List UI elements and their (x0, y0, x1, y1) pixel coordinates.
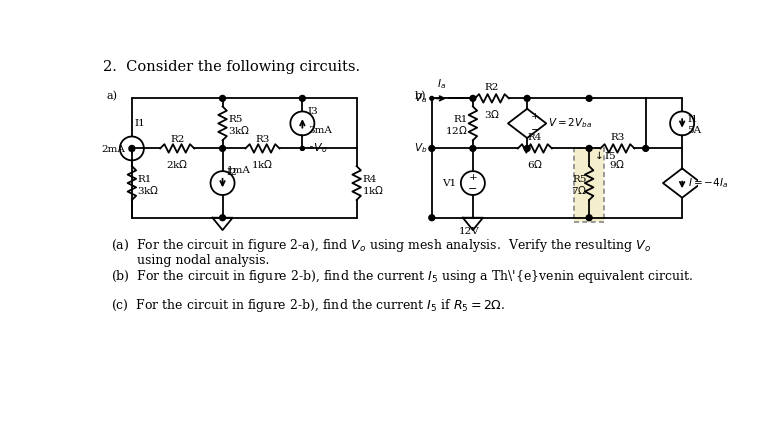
Text: +: + (531, 112, 540, 121)
Circle shape (524, 146, 530, 151)
Circle shape (524, 95, 530, 101)
Text: 2.  Consider the following circuits.: 2. Consider the following circuits. (103, 60, 360, 74)
Text: (b)  For the circuit in figure 2-b), find the current $I_5$ using a Th\'{e}venin: (b) For the circuit in figure 2-b), find… (111, 268, 694, 285)
Text: a): a) (106, 91, 117, 101)
Text: $V=2V_{ba}$: $V=2V_{ba}$ (548, 116, 592, 130)
Circle shape (300, 146, 304, 150)
Text: R4: R4 (528, 133, 542, 142)
Text: I1: I1 (134, 119, 145, 128)
Text: −: − (468, 184, 477, 194)
Text: R5: R5 (228, 115, 242, 124)
Text: $V_a$: $V_a$ (414, 92, 427, 105)
Text: I1: I1 (688, 115, 698, 124)
Circle shape (220, 215, 226, 221)
Text: $\downarrow$I5: $\downarrow$I5 (592, 150, 617, 161)
Circle shape (300, 95, 305, 101)
Circle shape (129, 146, 135, 151)
Text: R3: R3 (255, 135, 269, 144)
Circle shape (470, 146, 476, 151)
Text: 6$\Omega$: 6$\Omega$ (527, 158, 543, 170)
Text: R2: R2 (170, 135, 185, 144)
Text: 3$\Omega$: 3$\Omega$ (484, 108, 500, 119)
Circle shape (220, 95, 226, 101)
Text: 7$\Omega$: 7$\Omega$ (571, 184, 587, 196)
Text: 9$\Omega$: 9$\Omega$ (609, 158, 625, 170)
Text: 12$\Omega$: 12$\Omega$ (445, 124, 467, 136)
Circle shape (643, 146, 649, 151)
Circle shape (429, 146, 435, 151)
Text: 12V: 12V (459, 227, 480, 236)
Text: 2mA: 2mA (102, 146, 126, 154)
FancyBboxPatch shape (574, 149, 604, 222)
Circle shape (470, 95, 476, 101)
Text: +: + (469, 173, 477, 181)
Text: I3: I3 (308, 107, 319, 116)
Text: V1: V1 (442, 179, 456, 188)
Circle shape (586, 215, 592, 221)
Text: (a)  For the circuit in figure 2-a), find $V_o$ using mesh analysis.  Verify the: (a) For the circuit in figure 2-a), find… (111, 237, 651, 254)
Text: $V_b$: $V_b$ (414, 141, 427, 155)
Text: $I_a$: $I_a$ (438, 77, 446, 91)
Text: R1: R1 (137, 175, 151, 184)
Circle shape (220, 146, 226, 151)
Text: R2: R2 (485, 83, 499, 92)
Text: (c)  For the circuit in figure 2-b), find the current $I_5$ if $R_5 = 2\Omega$.: (c) For the circuit in figure 2-b), find… (111, 297, 505, 314)
Text: R5: R5 (573, 175, 587, 184)
Text: R1: R1 (453, 115, 467, 124)
Circle shape (429, 215, 435, 221)
Circle shape (586, 95, 592, 101)
Text: 1k$\Omega$: 1k$\Omega$ (362, 184, 384, 196)
Text: 3k$\Omega$: 3k$\Omega$ (137, 184, 160, 196)
Circle shape (300, 146, 304, 150)
Text: $I{=}{-}4I_a$: $I{=}{-}4I_a$ (688, 176, 728, 190)
Text: −: − (531, 125, 540, 135)
Text: 1k$\Omega$: 1k$\Omega$ (251, 158, 274, 170)
Text: I2: I2 (227, 168, 237, 177)
Text: 1mA: 1mA (227, 166, 251, 175)
Text: R4: R4 (362, 175, 376, 184)
Circle shape (430, 97, 434, 100)
Text: 3k$\Omega$: 3k$\Omega$ (228, 124, 251, 136)
Text: 3mA: 3mA (308, 127, 331, 135)
Text: using nodal analysis.: using nodal analysis. (137, 254, 270, 267)
Text: R3: R3 (610, 133, 625, 142)
Text: 2k$\Omega$: 2k$\Omega$ (166, 158, 189, 170)
Text: b): b) (414, 91, 426, 101)
Text: $\circ$$V_o$: $\circ$$V_o$ (307, 141, 328, 155)
Circle shape (586, 146, 592, 151)
Text: 5A: 5A (688, 126, 702, 135)
